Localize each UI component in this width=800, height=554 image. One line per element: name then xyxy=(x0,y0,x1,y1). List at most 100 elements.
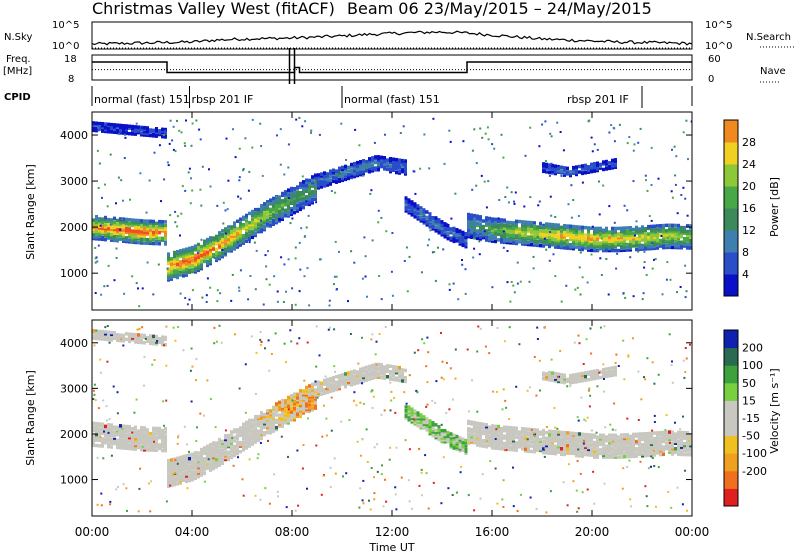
power-cell xyxy=(590,248,593,253)
velocity-cell xyxy=(521,443,524,447)
power-cell xyxy=(599,241,602,245)
power-cell xyxy=(345,159,347,161)
velocity-cell xyxy=(677,430,680,435)
power-cell xyxy=(659,225,662,230)
power-cell xyxy=(218,253,221,257)
power-cell xyxy=(653,244,656,249)
velocity-cell xyxy=(269,427,272,431)
power-cell xyxy=(614,234,617,238)
power-cell xyxy=(599,234,602,238)
velocity-cell xyxy=(185,457,188,462)
power-cell xyxy=(244,137,247,140)
velocity-cell xyxy=(353,380,356,384)
power-cell xyxy=(524,240,527,245)
velocity-cell xyxy=(593,451,596,456)
velocity-cell xyxy=(434,428,438,433)
power-cell xyxy=(578,170,581,174)
power-cell xyxy=(448,283,451,286)
power-cell xyxy=(599,245,602,249)
power-cell xyxy=(363,236,366,239)
velocity-cell xyxy=(179,479,182,483)
velocity-cell xyxy=(674,437,677,442)
power-cell xyxy=(362,164,365,169)
power-cell xyxy=(167,252,170,256)
power-cell xyxy=(467,222,470,226)
velocity-cell xyxy=(155,435,158,440)
velocity-cell xyxy=(680,434,683,438)
power-cell xyxy=(152,219,155,224)
velocity-cell xyxy=(113,331,116,335)
velocity-cell xyxy=(578,437,581,442)
power-cell xyxy=(668,227,671,231)
power-cell xyxy=(124,136,127,139)
velocity-cell xyxy=(683,452,686,457)
power-cell xyxy=(124,133,127,136)
power-cell xyxy=(116,235,119,239)
velocity-cell xyxy=(422,415,426,419)
power-cell xyxy=(272,211,275,215)
power-cell xyxy=(623,233,626,238)
power-cell xyxy=(613,127,616,130)
power-cell xyxy=(557,225,560,229)
velocity-cell xyxy=(158,426,161,431)
velocity-cell xyxy=(137,440,140,444)
power-cell xyxy=(347,169,350,173)
power-cell xyxy=(569,170,572,174)
velocity-cell xyxy=(281,419,284,423)
velocity-cell xyxy=(635,452,638,457)
power-cell xyxy=(224,249,227,253)
velocity-cell xyxy=(403,391,406,394)
velocity-cell xyxy=(176,456,179,461)
power-cell xyxy=(380,161,383,165)
velocity-cell xyxy=(503,425,506,429)
power-cell xyxy=(659,229,662,233)
velocity-cell xyxy=(383,374,386,378)
velocity-cell xyxy=(479,442,482,446)
power-cell xyxy=(176,266,179,270)
velocity-cell xyxy=(170,469,173,473)
velocity-cell xyxy=(605,448,608,452)
power-cell xyxy=(176,268,179,272)
power-cell xyxy=(539,221,542,226)
power-cell xyxy=(293,207,296,211)
velocity-cell xyxy=(590,449,593,454)
power-cell xyxy=(110,126,113,131)
power-cell xyxy=(628,243,631,246)
velocity-cell xyxy=(92,425,95,429)
velocity-cell xyxy=(203,464,206,468)
power-cell xyxy=(680,240,683,244)
power-cell xyxy=(491,222,494,227)
power-cell xyxy=(209,185,212,188)
power-cell xyxy=(542,233,545,237)
power-cell xyxy=(239,197,242,200)
power-cell xyxy=(233,236,236,240)
velocity-cell xyxy=(257,438,260,442)
velocity-cell xyxy=(554,433,557,438)
power-cell xyxy=(527,224,530,228)
velocity-cell xyxy=(104,330,107,334)
velocity-cell xyxy=(587,447,590,452)
power-cell xyxy=(449,236,453,240)
power-cell xyxy=(404,205,408,209)
power-cell xyxy=(566,224,569,228)
power-cell xyxy=(626,142,629,145)
velocity-cell xyxy=(380,363,383,367)
velocity-cell xyxy=(188,466,191,470)
velocity-cell xyxy=(647,433,650,438)
power-cell xyxy=(161,238,164,242)
velocity-cell xyxy=(581,454,584,458)
velocity-cell xyxy=(194,454,197,459)
power-cell xyxy=(260,220,263,225)
velocity-cell xyxy=(248,433,251,437)
power-cell xyxy=(281,206,284,210)
power-cell xyxy=(260,211,263,215)
power-cell xyxy=(566,244,569,248)
power-cell xyxy=(191,260,194,264)
velocity-cell xyxy=(287,399,290,403)
velocity-cell xyxy=(554,379,557,383)
power-cell xyxy=(389,158,392,163)
power-cell xyxy=(157,263,160,266)
velocity-cell xyxy=(272,420,275,424)
velocity-cell xyxy=(377,373,380,378)
power-cell xyxy=(161,227,164,231)
